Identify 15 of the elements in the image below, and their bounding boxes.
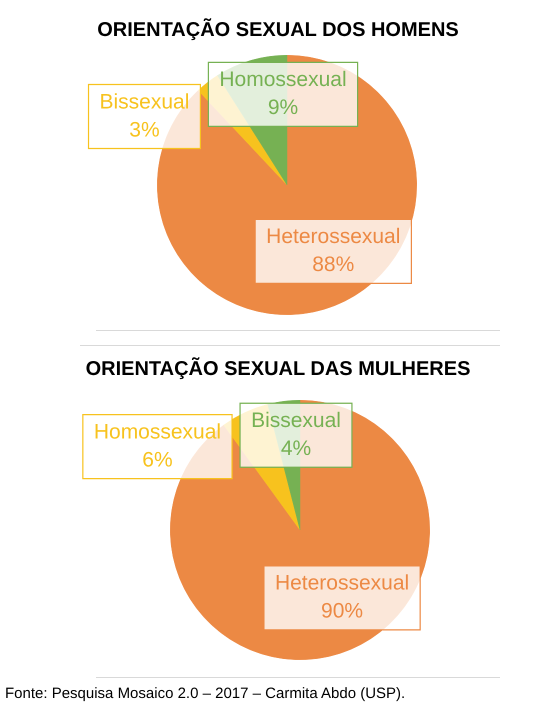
chart-title: ORIENTAÇÃO SEXUAL DOS HOMENS [96,19,460,42]
data-label: 6% [142,448,173,472]
data-label: 9% [268,96,298,120]
slice-label: Homossexual [94,420,222,444]
data-label: 88% [312,253,354,276]
slice-label: Heterossexual [274,572,410,595]
slice-label: Bissexual [251,409,341,432]
source-note: Fonte: Pesquisa Mosaico 2.0 – 2017 – Carmita Abdo (USP). [5,685,406,702]
slice-label: Homossexual [219,68,347,92]
data-label: 90% [321,600,364,623]
slice-label: Bissexual [100,90,190,114]
chart-title: ORIENTAÇÃO SEXUAL DAS MULHERES [84,358,472,381]
data-label: 4% [280,437,312,460]
slice-label: Heterossexual [266,225,400,248]
data-label: 3% [129,118,160,142]
